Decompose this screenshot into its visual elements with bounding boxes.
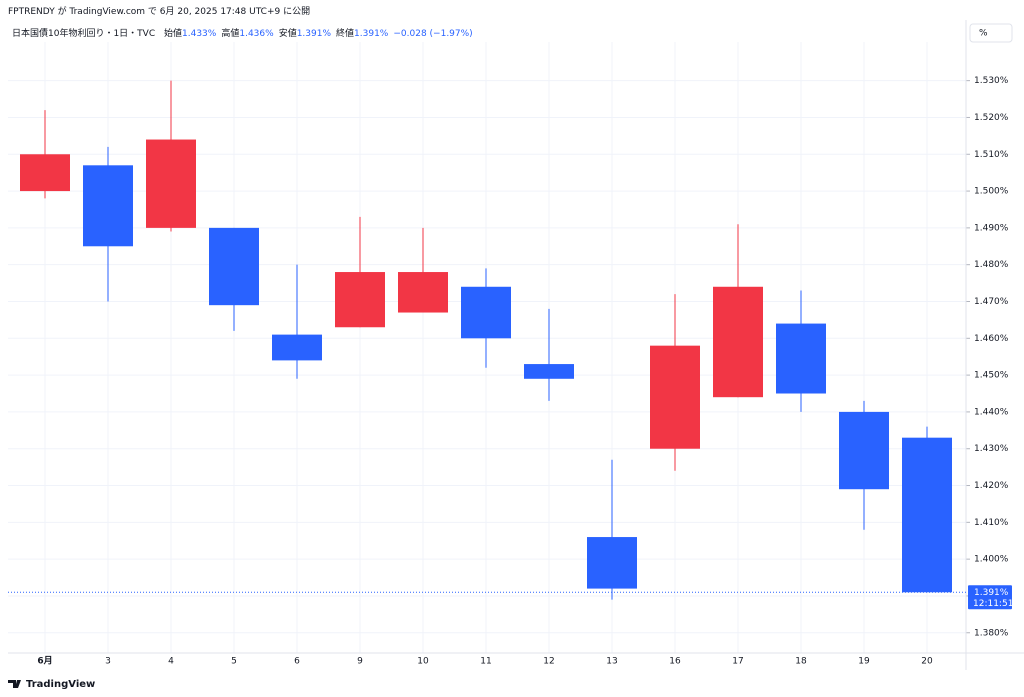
candle-body [146, 139, 196, 228]
price-tag-countdown: 12:11:51 [973, 599, 1013, 609]
legend-field-value: 1.436% [239, 29, 274, 39]
x-tick-label: 6月 [37, 656, 52, 667]
y-tick-label: 1.380% [974, 628, 1009, 638]
x-tick-label: 11 [480, 657, 491, 667]
y-tick-label: 1.510% [974, 150, 1009, 160]
x-tick-label: 16 [669, 657, 681, 667]
candle-body [209, 227, 259, 306]
candle-body [272, 334, 322, 361]
x-tick-label: 12 [543, 657, 554, 667]
y-tick-label: 1.480% [974, 260, 1009, 270]
candle-body [839, 411, 889, 490]
legend-field-value: 1.391% [354, 29, 389, 39]
y-tick-label: 1.410% [974, 518, 1009, 528]
header: FPTRENDY が TradingView.com で 6月 20, 2025… [8, 7, 311, 17]
x-tick-label: 9 [357, 657, 363, 667]
price-tag-value: 1.391% [974, 588, 1009, 598]
x-tick-label: 18 [795, 657, 807, 667]
price-tag [968, 585, 1012, 610]
x-tick-label: 3 [105, 657, 111, 667]
y-tick-label: 1.460% [974, 334, 1009, 344]
candle-body [83, 165, 133, 247]
x-tick-label: 17 [732, 657, 743, 667]
y-tick-label: 1.440% [974, 407, 1009, 417]
candle-body [650, 345, 700, 449]
y-tick-label: 1.430% [974, 444, 1009, 454]
x-tick-label: 6 [294, 657, 300, 667]
candle-body [587, 537, 637, 589]
y-tick-label: 1.470% [974, 297, 1009, 307]
scale-button[interactable] [969, 23, 1013, 43]
candle-body [776, 323, 826, 394]
x-tick-label: 4 [168, 657, 174, 667]
y-tick-label: 1.450% [974, 371, 1009, 381]
candle-body [713, 286, 763, 398]
legend-field-label: 始値 [164, 29, 183, 39]
x-tick-label: 10 [417, 657, 429, 667]
candle-body [20, 154, 70, 192]
candle-body [335, 272, 385, 328]
y-tick-label: 1.420% [974, 481, 1009, 491]
legend-field-value: 1.391% [296, 29, 332, 39]
candle-body [902, 437, 952, 593]
y-tick-label: 1.530% [974, 76, 1009, 86]
legend: 日本国債10年物利回り・1日・TVC 始値1.433% 高値1.436% 安値1.3… [12, 26, 478, 39]
candle-body [524, 364, 574, 379]
footer-text: TradingView [26, 679, 95, 690]
x-tick-label: 19 [858, 657, 870, 667]
plot: 1.380%1.390%1.400%1.410%1.420%1.430%1.44… [8, 20, 1024, 670]
legend-field-value: 1.433% [182, 29, 217, 39]
legend-name: 日本国債10年物利回り・1日・TVC [12, 29, 156, 39]
y-tick-label: 1.520% [974, 113, 1009, 123]
x-tick-label: 5 [231, 657, 237, 667]
y-tick-label: 1.490% [974, 223, 1009, 233]
footer-logo [8, 680, 21, 688]
legend-change: −0.028 (−1.97%) [393, 29, 473, 39]
x-tick-label: 13 [606, 657, 617, 667]
scale-button-label[interactable]: % [979, 29, 988, 39]
x-tick-label: 20 [921, 657, 933, 667]
y-tick-label: 1.500% [974, 187, 1009, 197]
y-tick-label: 1.400% [974, 555, 1009, 565]
candle-body [461, 286, 511, 339]
legend-field-label: 終値 [336, 29, 355, 39]
legend-field-label: 高値 [221, 29, 240, 39]
legend-field-label: 安値 [278, 29, 297, 39]
candle-body [398, 272, 448, 313]
